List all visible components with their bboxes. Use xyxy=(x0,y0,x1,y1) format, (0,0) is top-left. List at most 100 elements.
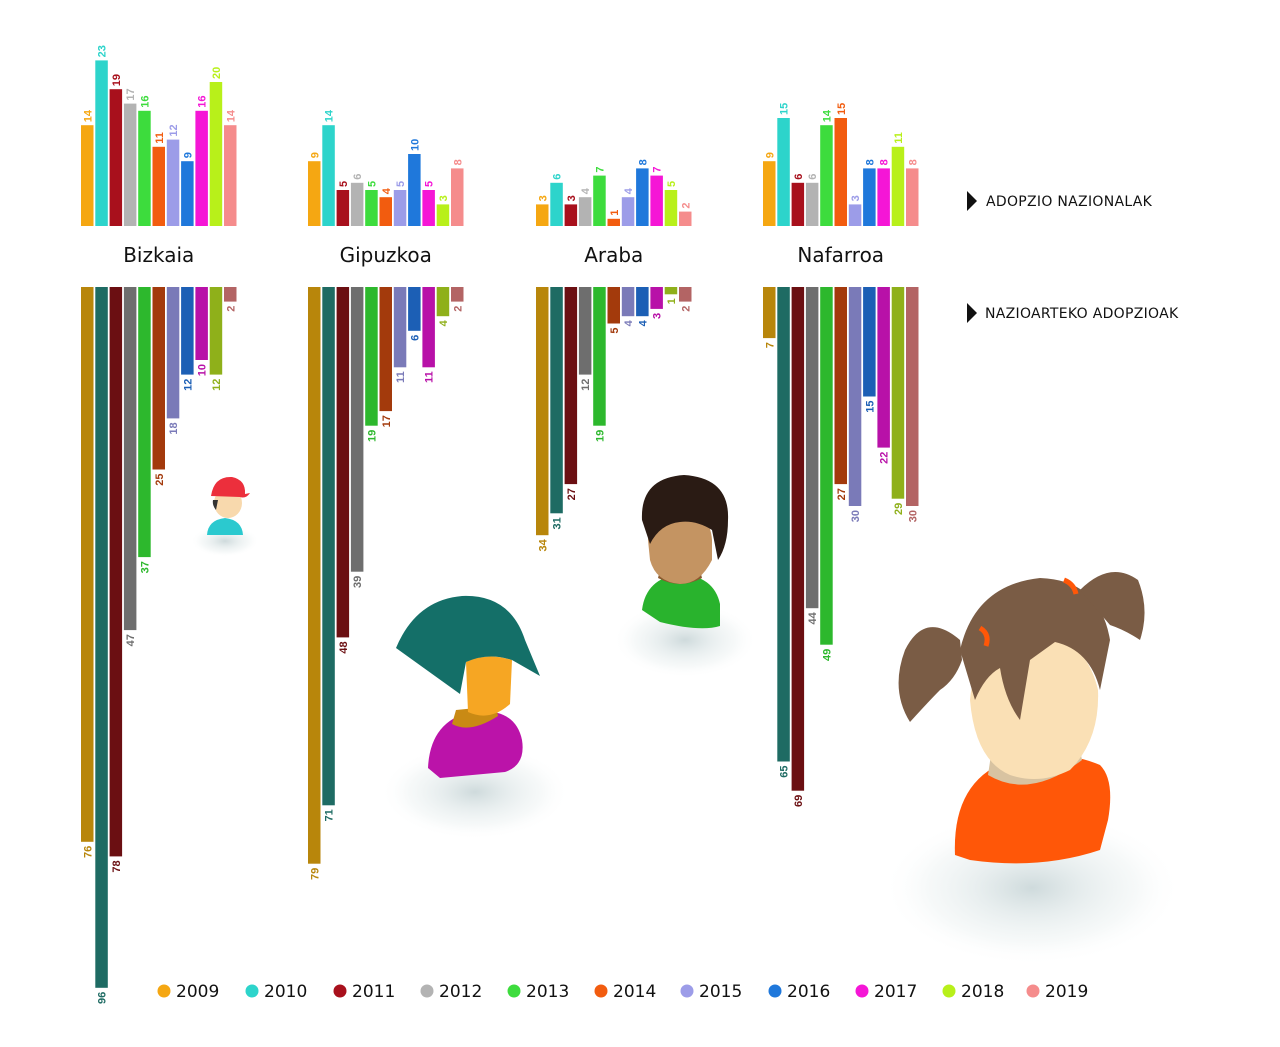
international-value-bizkaia-2010: 96 xyxy=(97,992,109,1004)
international-bar-bizkaia-2014 xyxy=(152,287,165,470)
national-value-araba-2014: 1 xyxy=(609,210,621,216)
national-value-araba-2017: 7 xyxy=(652,166,664,172)
child-figure-cap-icon xyxy=(191,476,259,557)
national-bar-nafarroa-2011 xyxy=(791,182,805,226)
international-bar-nafarroa-2018 xyxy=(891,287,905,499)
national-label: ADOPZIO NAZIONALAK xyxy=(986,194,1153,210)
national-bar-nafarroa-2010 xyxy=(777,118,790,226)
international-bar-nafarroa-2015 xyxy=(848,287,862,506)
international-bar-araba-2013 xyxy=(593,287,606,426)
international-value-nafarroa-2019: 30 xyxy=(907,510,919,522)
national-section-label: ADOPZIO NAZIONALAK xyxy=(967,191,1153,211)
national-bar-araba-2014 xyxy=(607,218,620,226)
international-value-gipuzkoa-2013: 19 xyxy=(366,430,378,442)
national-value-gipuzkoa-2011: 5 xyxy=(338,181,350,187)
legend-item-2010: 2010 xyxy=(245,982,307,1002)
international-bar-nafarroa-2019 xyxy=(906,287,919,506)
legend-swatch-2019 xyxy=(1026,984,1040,998)
international-bar-nafarroa-2011 xyxy=(791,287,805,791)
legend-label-2015: 2015 xyxy=(699,982,742,1002)
international-bar-araba-2018 xyxy=(664,287,678,295)
international-value-nafarroa-2014: 27 xyxy=(836,488,848,500)
national-bar-nafarroa-2018 xyxy=(891,146,905,226)
national-value-nafarroa-2011: 6 xyxy=(793,174,805,180)
international-value-araba-2013: 19 xyxy=(594,430,606,442)
national-bar-nafarroa-2013 xyxy=(820,125,833,226)
national-bar-gipuzkoa-2018 xyxy=(436,204,450,226)
international-value-araba-2011: 27 xyxy=(566,488,578,500)
national-bar-gipuzkoa-2014 xyxy=(379,197,392,226)
international-bar-gipuzkoa-2017 xyxy=(422,287,435,368)
national-bar-bizkaia-2016 xyxy=(181,161,194,226)
legend-label-2018: 2018 xyxy=(961,982,1004,1002)
legend-item-2018: 2018 xyxy=(942,982,1004,1002)
international-value-bizkaia-2014: 25 xyxy=(154,474,166,486)
international-value-nafarroa-2015: 30 xyxy=(850,510,862,522)
national-bar-bizkaia-2014 xyxy=(152,146,165,226)
international-bar-gipuzkoa-2016 xyxy=(408,287,421,331)
national-value-araba-2015: 4 xyxy=(623,187,635,194)
legend-swatch-2017 xyxy=(855,984,869,998)
national-value-araba-2010: 6 xyxy=(552,174,564,180)
national-value-nafarroa-2009: 9 xyxy=(764,152,776,158)
national-bar-araba-2011 xyxy=(564,204,578,226)
national-bar-araba-2009 xyxy=(536,204,549,226)
national-value-bizkaia-2017: 16 xyxy=(197,96,209,108)
national-bar-gipuzkoa-2016 xyxy=(408,154,421,226)
national-bar-gipuzkoa-2013 xyxy=(365,190,378,226)
legend-label-2017: 2017 xyxy=(874,982,917,1002)
international-value-gipuzkoa-2009: 79 xyxy=(309,868,321,880)
international-value-gipuzkoa-2015: 11 xyxy=(395,371,407,383)
international-value-gipuzkoa-2011: 48 xyxy=(338,641,350,653)
national-bar-araba-2019 xyxy=(679,211,692,226)
legend-item-2014: 2014 xyxy=(594,982,656,1002)
legend-label-2011: 2011 xyxy=(352,982,395,1002)
international-value-gipuzkoa-2017: 11 xyxy=(424,371,436,383)
national-value-gipuzkoa-2017: 5 xyxy=(424,181,436,187)
national-value-gipuzkoa-2010: 14 xyxy=(324,109,336,122)
national-value-araba-2018: 5 xyxy=(666,181,678,187)
international-value-araba-2014: 5 xyxy=(609,328,621,334)
international-value-araba-2010: 31 xyxy=(552,517,564,529)
national-value-gipuzkoa-2016: 10 xyxy=(409,139,421,151)
national-bar-nafarroa-2015 xyxy=(848,204,862,226)
international-label: NAZIOARTEKO ADOPZIOAK xyxy=(985,306,1179,322)
child-figure-pigtails-icon xyxy=(882,572,1182,966)
national-value-bizkaia-2019: 14 xyxy=(225,109,237,122)
international-bar-bizkaia-2012 xyxy=(123,287,137,631)
national-bar-gipuzkoa-2017 xyxy=(422,190,435,226)
national-bar-nafarroa-2009 xyxy=(763,161,776,226)
international-value-gipuzkoa-2018: 4 xyxy=(438,319,450,326)
international-value-nafarroa-2011: 69 xyxy=(793,795,805,807)
national-value-bizkaia-2012: 17 xyxy=(125,88,137,100)
legend-item-2009: 2009 xyxy=(157,982,219,1002)
national-value-araba-2016: 8 xyxy=(637,159,649,165)
triangle-marker-icon xyxy=(967,191,977,211)
international-value-bizkaia-2011: 78 xyxy=(111,860,123,872)
national-value-gipuzkoa-2019: 8 xyxy=(452,159,464,165)
legend-label-2012: 2012 xyxy=(439,982,482,1002)
international-bar-gipuzkoa-2018 xyxy=(436,287,450,317)
national-bar-gipuzkoa-2010 xyxy=(322,125,335,226)
national-bar-araba-2013 xyxy=(593,175,606,226)
legend: 2009 2010 2011 2012 2013 2014 2015 2016 2017 2018… xyxy=(157,982,1088,1002)
international-bar-araba-2017 xyxy=(650,287,663,309)
national-bar-nafarroa-2019 xyxy=(906,168,919,226)
national-value-araba-2011: 3 xyxy=(566,195,578,201)
national-bar-araba-2015 xyxy=(621,197,635,226)
international-bar-bizkaia-2019 xyxy=(224,287,237,302)
international-value-bizkaia-2018: 12 xyxy=(211,379,223,391)
national-value-araba-2013: 7 xyxy=(594,166,606,172)
international-value-bizkaia-2016: 12 xyxy=(182,379,194,391)
legend-swatch-2012 xyxy=(420,984,434,998)
national-bar-araba-2010 xyxy=(550,182,563,226)
legend-item-2012: 2012 xyxy=(420,982,482,1002)
national-bar-bizkaia-2009 xyxy=(81,125,94,226)
national-bar-bizkaia-2010 xyxy=(95,60,108,227)
legend-swatch-2016 xyxy=(768,984,782,998)
national-value-gipuzkoa-2014: 4 xyxy=(381,187,393,194)
national-value-gipuzkoa-2009: 9 xyxy=(309,152,321,158)
region-label-bizkaia: Bizkaia xyxy=(123,243,194,267)
international-value-gipuzkoa-2016: 6 xyxy=(409,335,421,341)
